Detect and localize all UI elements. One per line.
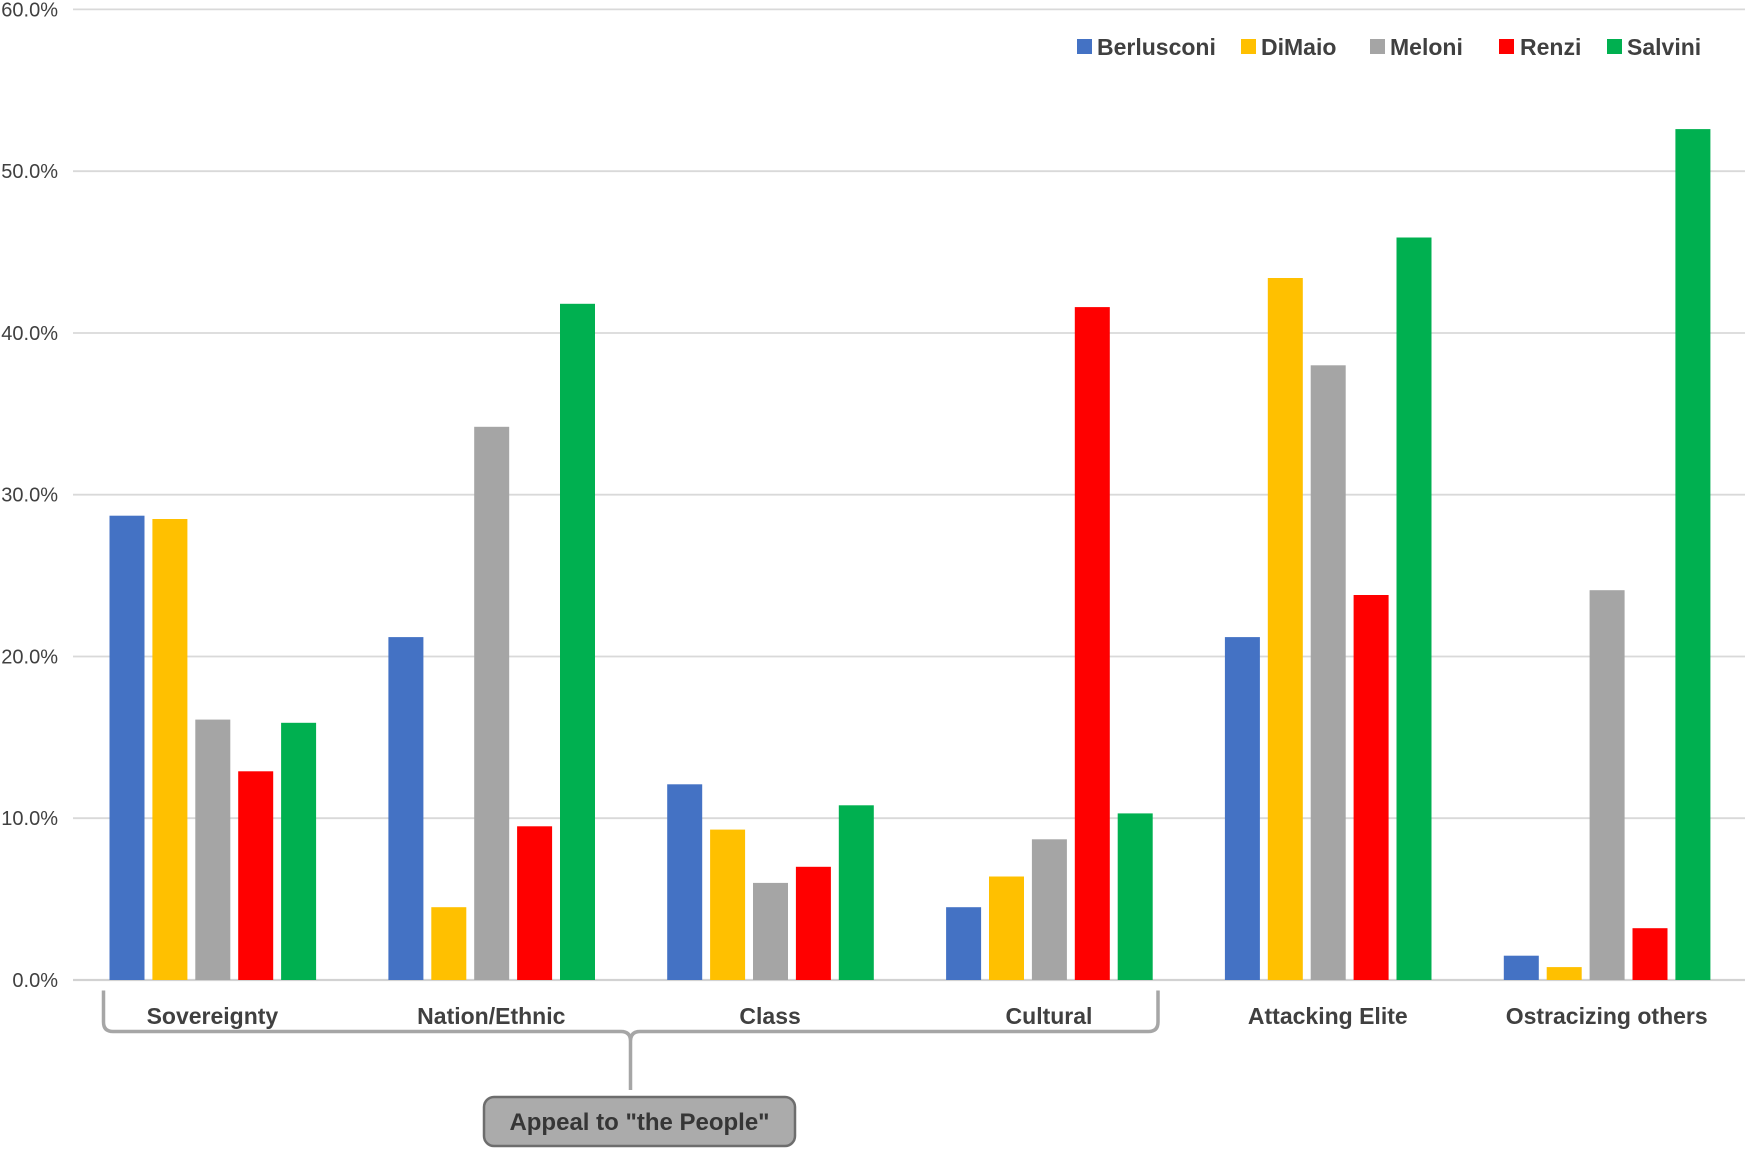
svg-text:Attacking Elite: Attacking Elite xyxy=(1248,1003,1408,1029)
svg-text:40.0%: 40.0% xyxy=(1,323,58,345)
svg-text:60.0%: 60.0% xyxy=(1,0,58,21)
svg-text:Salvini: Salvini xyxy=(1627,34,1701,60)
svg-text:Ostracizing others: Ostracizing others xyxy=(1506,1003,1708,1029)
svg-text:Berlusconi: Berlusconi xyxy=(1097,34,1216,60)
svg-text:0.0%: 0.0% xyxy=(12,970,58,992)
svg-text:Sovereignty: Sovereignty xyxy=(147,1003,279,1029)
svg-text:Nation/Ethnic: Nation/Ethnic xyxy=(417,1003,565,1029)
svg-text:Appeal to "the People": Appeal to "the People" xyxy=(509,1109,769,1136)
svg-text:20.0%: 20.0% xyxy=(1,647,58,669)
svg-text:DiMaio: DiMaio xyxy=(1261,34,1336,60)
svg-text:10.0%: 10.0% xyxy=(1,808,58,830)
svg-text:Class: Class xyxy=(739,1003,800,1029)
svg-text:Meloni: Meloni xyxy=(1390,34,1463,60)
svg-text:Renzi: Renzi xyxy=(1520,34,1581,60)
svg-text:30.0%: 30.0% xyxy=(1,485,58,507)
svg-text:50.0%: 50.0% xyxy=(1,161,58,183)
svg-text:Cultural: Cultural xyxy=(1006,1003,1093,1029)
